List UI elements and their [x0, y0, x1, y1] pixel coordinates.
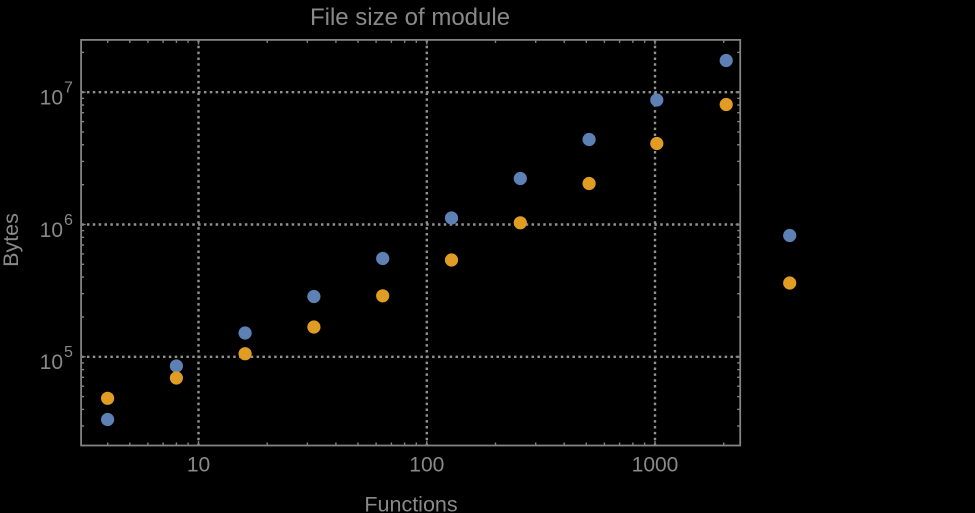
- svg-text:10: 10: [40, 219, 63, 242]
- svg-text:Bytes: Bytes: [0, 213, 23, 267]
- svg-text:100: 100: [409, 454, 444, 477]
- svg-text:10: 10: [187, 454, 210, 477]
- svg-text:Functions: Functions: [364, 493, 457, 513]
- svg-text:10: 10: [40, 87, 63, 110]
- svg-text:1000: 1000: [632, 454, 679, 477]
- svg-text:10: 10: [40, 351, 63, 374]
- svg-text:7: 7: [64, 80, 73, 97]
- svg-text:File size of module: File size of module: [310, 4, 510, 31]
- svg-text:6: 6: [64, 212, 73, 229]
- svg-text:5: 5: [64, 344, 73, 361]
